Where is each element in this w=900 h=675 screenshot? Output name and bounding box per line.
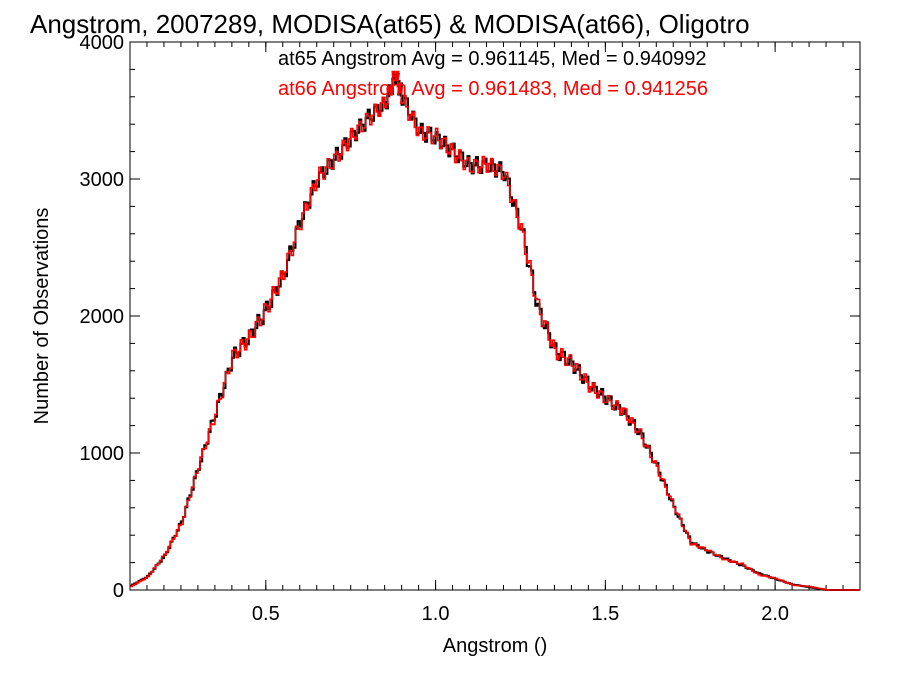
y-axis-ticks: 0 1000 2000 3000 4000 — [80, 32, 860, 602]
plot-frame — [129, 41, 861, 591]
y-tick-label: 2000 — [80, 306, 125, 328]
y-tick-label: 1000 — [80, 443, 125, 465]
annotation-at65: at65 Angstrom Avg = 0.961145, Med = 0.94… — [278, 48, 706, 70]
y-tick-label: 0 — [113, 580, 124, 602]
x-tick-label: 1.5 — [591, 603, 619, 625]
x-axis-label: Angstrom () — [443, 635, 547, 657]
x-tick-label: 2.0 — [761, 603, 789, 625]
x-axis-ticks: 0.5 1.0 1.5 2.0 — [129, 42, 861, 625]
y-tick-label: 4000 — [80, 32, 125, 54]
y-tick-label: 3000 — [80, 169, 125, 191]
x-tick-label: 1.0 — [422, 603, 450, 625]
x-tick-label: 0.5 — [252, 603, 280, 625]
annotation-at66: at66 Angstrom Avg = 0.961483, Med = 0.94… — [278, 78, 708, 100]
series-line-at65 — [130, 72, 860, 591]
series-layer — [130, 70, 860, 591]
series-line-at66 — [130, 70, 860, 591]
y-axis-label: Number of Observations — [31, 208, 53, 425]
chart-title: Angstrom, 2007289, MODISA(at65) & MODISA… — [30, 9, 750, 39]
